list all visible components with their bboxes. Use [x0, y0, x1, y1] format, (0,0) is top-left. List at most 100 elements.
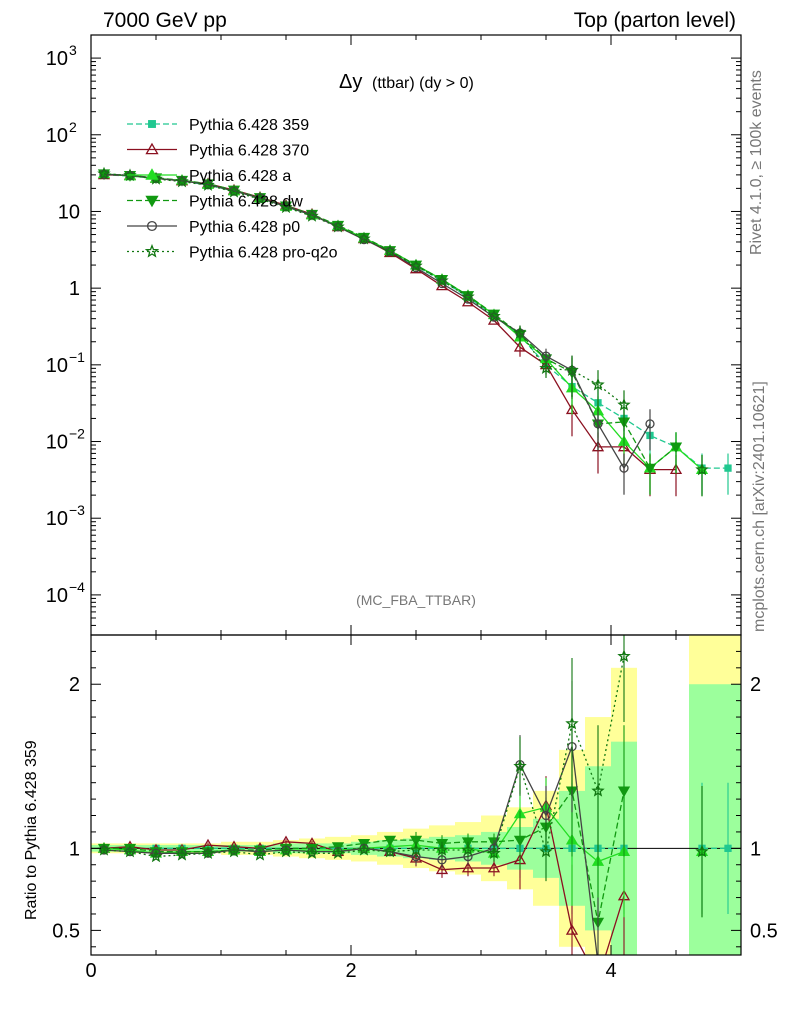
- ratio-y-tick-label-right: 1: [750, 838, 761, 860]
- series-5-point: [617, 397, 631, 411]
- series-1-ratio-point: [461, 861, 475, 873]
- series-5-point: [695, 462, 709, 476]
- series-5-ratio-point: [123, 844, 137, 858]
- y-tick-label: 10: [46, 508, 68, 530]
- series-3-point: [669, 442, 683, 454]
- series-3-ratio-point: [617, 786, 631, 798]
- header-left: 7000 GeV pp: [103, 9, 227, 32]
- series-4-point: [593, 419, 603, 429]
- legend-label-3: Pythia 6.428 dw: [189, 194, 303, 211]
- series-4-point: [619, 463, 629, 473]
- series-3-ratio-point: [513, 835, 527, 847]
- series-5-ratio-point: [409, 842, 423, 856]
- series-5-ratio-point: [539, 844, 553, 858]
- series-5-ratio-point: [617, 649, 631, 663]
- series-4-point: [437, 278, 447, 289]
- y-tick-exponent: 2: [69, 119, 77, 135]
- ratio-y-tick-label: 2: [69, 674, 80, 696]
- y-tick-label: 10: [46, 355, 68, 377]
- series-5-ratio-point: [279, 844, 293, 858]
- series-5-point: [539, 361, 553, 375]
- x-tick-label: 2: [345, 960, 356, 982]
- series-5-point: [305, 209, 319, 222]
- x-tick-label: 4: [605, 960, 616, 982]
- x-tick-label: 0: [85, 960, 96, 982]
- series-5-point: [227, 184, 241, 198]
- header-right: Top (parton level): [574, 9, 736, 32]
- series-3-ratio-point: [383, 835, 397, 847]
- series-5-ratio-point: [383, 844, 397, 858]
- series-1-ratio-point: [565, 924, 579, 935]
- series-5-point: [123, 168, 137, 182]
- legend-label-1: Pythia 6.428 370: [189, 143, 309, 160]
- series-4-point: [489, 312, 499, 322]
- series-5-point: [409, 258, 423, 272]
- series-4-point: [359, 234, 369, 245]
- series-5-point: [487, 309, 501, 322]
- series-5-ratio-point: [461, 842, 475, 856]
- series-5-ratio-point: [175, 847, 189, 861]
- ratio-panel: 0 2 4 0.5 0.5 1 1 2 2 Ratio to Pythia 6.428 359: [23, 634, 778, 982]
- y-tick-label: 10: [46, 585, 68, 607]
- series-5-ratio-point: [149, 849, 163, 863]
- plot-title-main: Δy: [339, 71, 362, 93]
- series-5-line: [103, 173, 625, 406]
- series-5-point: [435, 273, 449, 287]
- ratio-y-tick-label-right: 0.5: [750, 920, 778, 942]
- legend-marker-5: [144, 243, 160, 258]
- legend: Pythia 6.428 359 Pythia 6.428 370 Pythia 6…: [127, 117, 338, 262]
- series-3-point: [643, 463, 657, 475]
- series-5-point: [97, 166, 111, 180]
- legend-marker-0: [148, 120, 156, 128]
- series-0-ratio-point: [724, 844, 732, 852]
- series-3-ratio-point: [409, 835, 423, 847]
- series-3-line: [103, 173, 677, 470]
- series-3-line: [104, 789, 625, 923]
- mcplots-label: mcplots.cern.ch [arXiv:2401.10621]: [751, 381, 768, 632]
- series-1-ratio-point: [435, 863, 449, 875]
- legend-marker-1: [145, 142, 159, 155]
- legend-label-2: Pythia 6.428 a: [189, 168, 291, 185]
- series-5-point: [201, 178, 215, 191]
- y-tick-exponent: −2: [69, 426, 85, 442]
- series-5-point: [279, 200, 293, 214]
- series-0-point: [724, 464, 732, 472]
- series-5-ratio-point: [565, 716, 579, 730]
- series-1-point: [591, 440, 605, 452]
- series-5-point: [513, 325, 527, 339]
- ratio-frame: [90, 634, 742, 956]
- series-1-ratio-point: [487, 861, 501, 873]
- series-5-point: [331, 219, 345, 233]
- series-5-ratio-point: [253, 847, 267, 861]
- y-tick-label: 10: [46, 432, 68, 454]
- watermark: (MC_FBA_TTBAR): [356, 592, 476, 608]
- series-5-ratio-point: [331, 846, 345, 859]
- series-1-point: [513, 340, 527, 352]
- series-5-ratio-point: [487, 846, 501, 859]
- y-tick-label: 10: [58, 201, 80, 223]
- legend-marker-3: [145, 195, 159, 208]
- series-5-point: [357, 231, 371, 245]
- series-5-point: [565, 363, 579, 376]
- series-5-point: [175, 174, 189, 188]
- y-tick-label: 10: [46, 48, 68, 70]
- legend-marker-2: [145, 168, 159, 180]
- series-4-point: [645, 419, 655, 429]
- series-4-ratio-point: [541, 810, 551, 821]
- ratio-y-tick-label: 1: [69, 838, 80, 860]
- series-5-ratio-point: [513, 759, 527, 772]
- series-4-line: [103, 173, 651, 470]
- series-5-ratio-point: [695, 844, 709, 858]
- series-4-point: [463, 294, 473, 304]
- plot-title-sub: (ttbar) (dy > 0): [372, 75, 474, 92]
- series-5-point: [591, 377, 605, 391]
- series-5-point: [383, 244, 397, 258]
- y-tick-exponent: −1: [69, 349, 85, 365]
- series-5-point: [461, 289, 475, 303]
- series-5-ratio-point: [435, 842, 449, 856]
- series-4-point: [411, 263, 421, 273]
- y-tick-exponent: 3: [69, 42, 77, 58]
- legend-label-5: Pythia 6.428 pro-q2o: [189, 245, 338, 262]
